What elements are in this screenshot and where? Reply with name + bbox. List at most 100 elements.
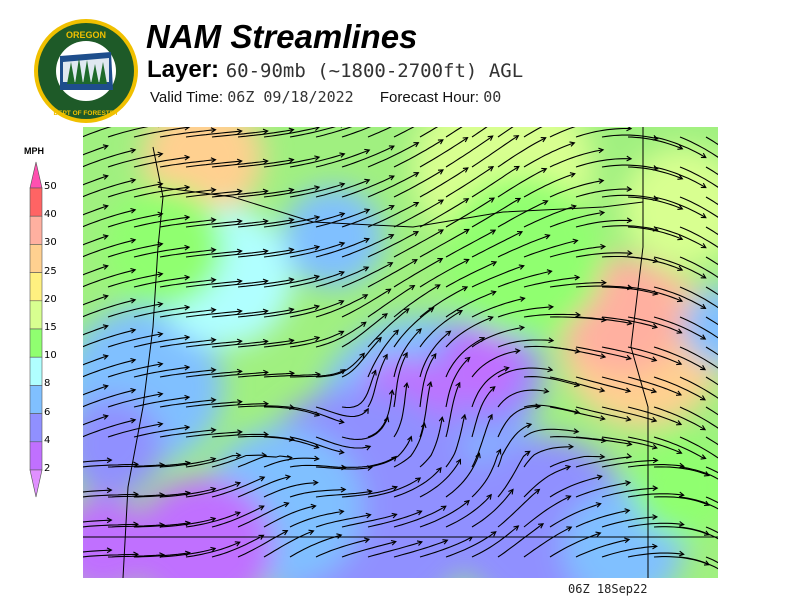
wind-speed-region — [133, 477, 273, 578]
streamline — [315, 209, 370, 228]
streamline — [627, 226, 683, 240]
streamline-arrowhead — [339, 369, 346, 375]
streamline-arrowhead — [288, 277, 295, 283]
streamline — [367, 202, 419, 228]
streamline-arrowhead — [677, 265, 684, 271]
streamline-arrowhead — [363, 266, 370, 272]
streamline-arrowhead — [699, 395, 706, 401]
streamline-arrowhead — [416, 540, 423, 546]
streamline-arrowhead — [460, 413, 467, 420]
streamline-arrowhead — [436, 467, 442, 473]
streamline-arrowhead — [538, 523, 545, 529]
streamline — [653, 466, 710, 477]
streamline-arrowhead — [130, 147, 137, 154]
streamline-arrowhead — [700, 273, 707, 279]
streamline — [185, 250, 242, 258]
streamline-arrowhead — [700, 213, 707, 219]
streamline — [497, 234, 550, 258]
streamline — [523, 313, 580, 318]
streamline — [211, 310, 268, 318]
streamline-arrowhead — [487, 135, 494, 141]
streamline-arrowhead — [438, 416, 445, 423]
streamline — [549, 376, 605, 392]
streamline — [601, 487, 658, 498]
streamline — [211, 250, 268, 258]
streamline-arrowhead — [130, 207, 137, 214]
streamline — [263, 246, 320, 258]
streamline — [445, 414, 466, 468]
streamline — [471, 135, 519, 168]
streamline-arrowhead — [548, 304, 555, 310]
streamline — [289, 330, 344, 348]
streamline — [471, 265, 524, 288]
streamline — [705, 226, 718, 236]
river-border — [157, 186, 644, 228]
streamline — [627, 316, 682, 334]
streamline — [523, 526, 572, 558]
legend-swatch — [29, 272, 43, 302]
streamline-arrowhead — [490, 229, 497, 235]
streamline — [653, 226, 707, 249]
streamline-arrowhead — [314, 155, 321, 161]
streamline — [445, 337, 485, 378]
streamline-arrowhead — [210, 516, 217, 523]
streamline — [83, 265, 108, 276]
streamline — [237, 372, 294, 378]
streamline-arrowhead — [283, 501, 290, 508]
streamline-arrowhead — [102, 264, 109, 270]
streamline — [315, 514, 371, 528]
legend-label: 8 — [44, 378, 51, 390]
legend-swatch — [29, 300, 43, 330]
streamline — [211, 505, 265, 528]
streamline — [83, 205, 108, 216]
streamline — [289, 183, 345, 198]
wind-speed-region — [83, 397, 163, 497]
streamline-arrowhead — [102, 294, 109, 300]
streamline — [575, 509, 630, 528]
streamline — [471, 297, 525, 318]
streamline-arrowhead — [157, 271, 164, 278]
streamline — [367, 541, 423, 558]
streamline-arrowhead — [234, 541, 241, 547]
streamline — [315, 538, 370, 558]
streamline — [211, 371, 268, 378]
streamline — [83, 359, 136, 378]
streamline — [263, 505, 316, 528]
streamline — [497, 137, 546, 168]
streamline — [705, 196, 718, 206]
streamline — [497, 306, 553, 318]
streamline-arrowhead — [462, 286, 469, 292]
streamline — [107, 554, 165, 558]
wind-speed-region — [103, 187, 223, 307]
streamline — [237, 189, 294, 198]
wind-speed-legend: MPH 50 40 30 25 20 15 10 8 6 4 2 — [14, 144, 74, 504]
streamline — [601, 545, 657, 558]
streamline-arrowhead — [519, 296, 526, 302]
streamline-arrowhead — [546, 269, 553, 275]
streamline — [523, 495, 571, 528]
streamline — [705, 496, 718, 504]
streamline — [419, 417, 443, 468]
streamline-arrowhead — [130, 267, 137, 274]
streamline — [471, 386, 496, 438]
streamline — [237, 455, 292, 468]
streamline-arrowhead — [314, 215, 321, 221]
streamline — [497, 450, 531, 498]
streamline — [107, 243, 163, 258]
streamline — [419, 137, 468, 168]
streamline — [83, 299, 136, 318]
wind-speed-region — [443, 327, 523, 407]
valid-time-label: Valid Time: — [150, 89, 224, 106]
streamline — [497, 339, 554, 348]
streamline — [549, 503, 601, 528]
streamline — [445, 229, 496, 258]
streamline-arrowhead — [237, 429, 243, 435]
streamline — [185, 190, 242, 198]
streamline — [419, 286, 468, 318]
streamline — [679, 376, 718, 399]
streamline — [83, 239, 136, 258]
streamline — [627, 136, 683, 150]
oregon-department-of-forestry-logo: OREGON DEPT OF FORESTRY — [34, 19, 138, 123]
streamline — [575, 188, 632, 198]
streamline-arrowhead — [626, 250, 633, 256]
